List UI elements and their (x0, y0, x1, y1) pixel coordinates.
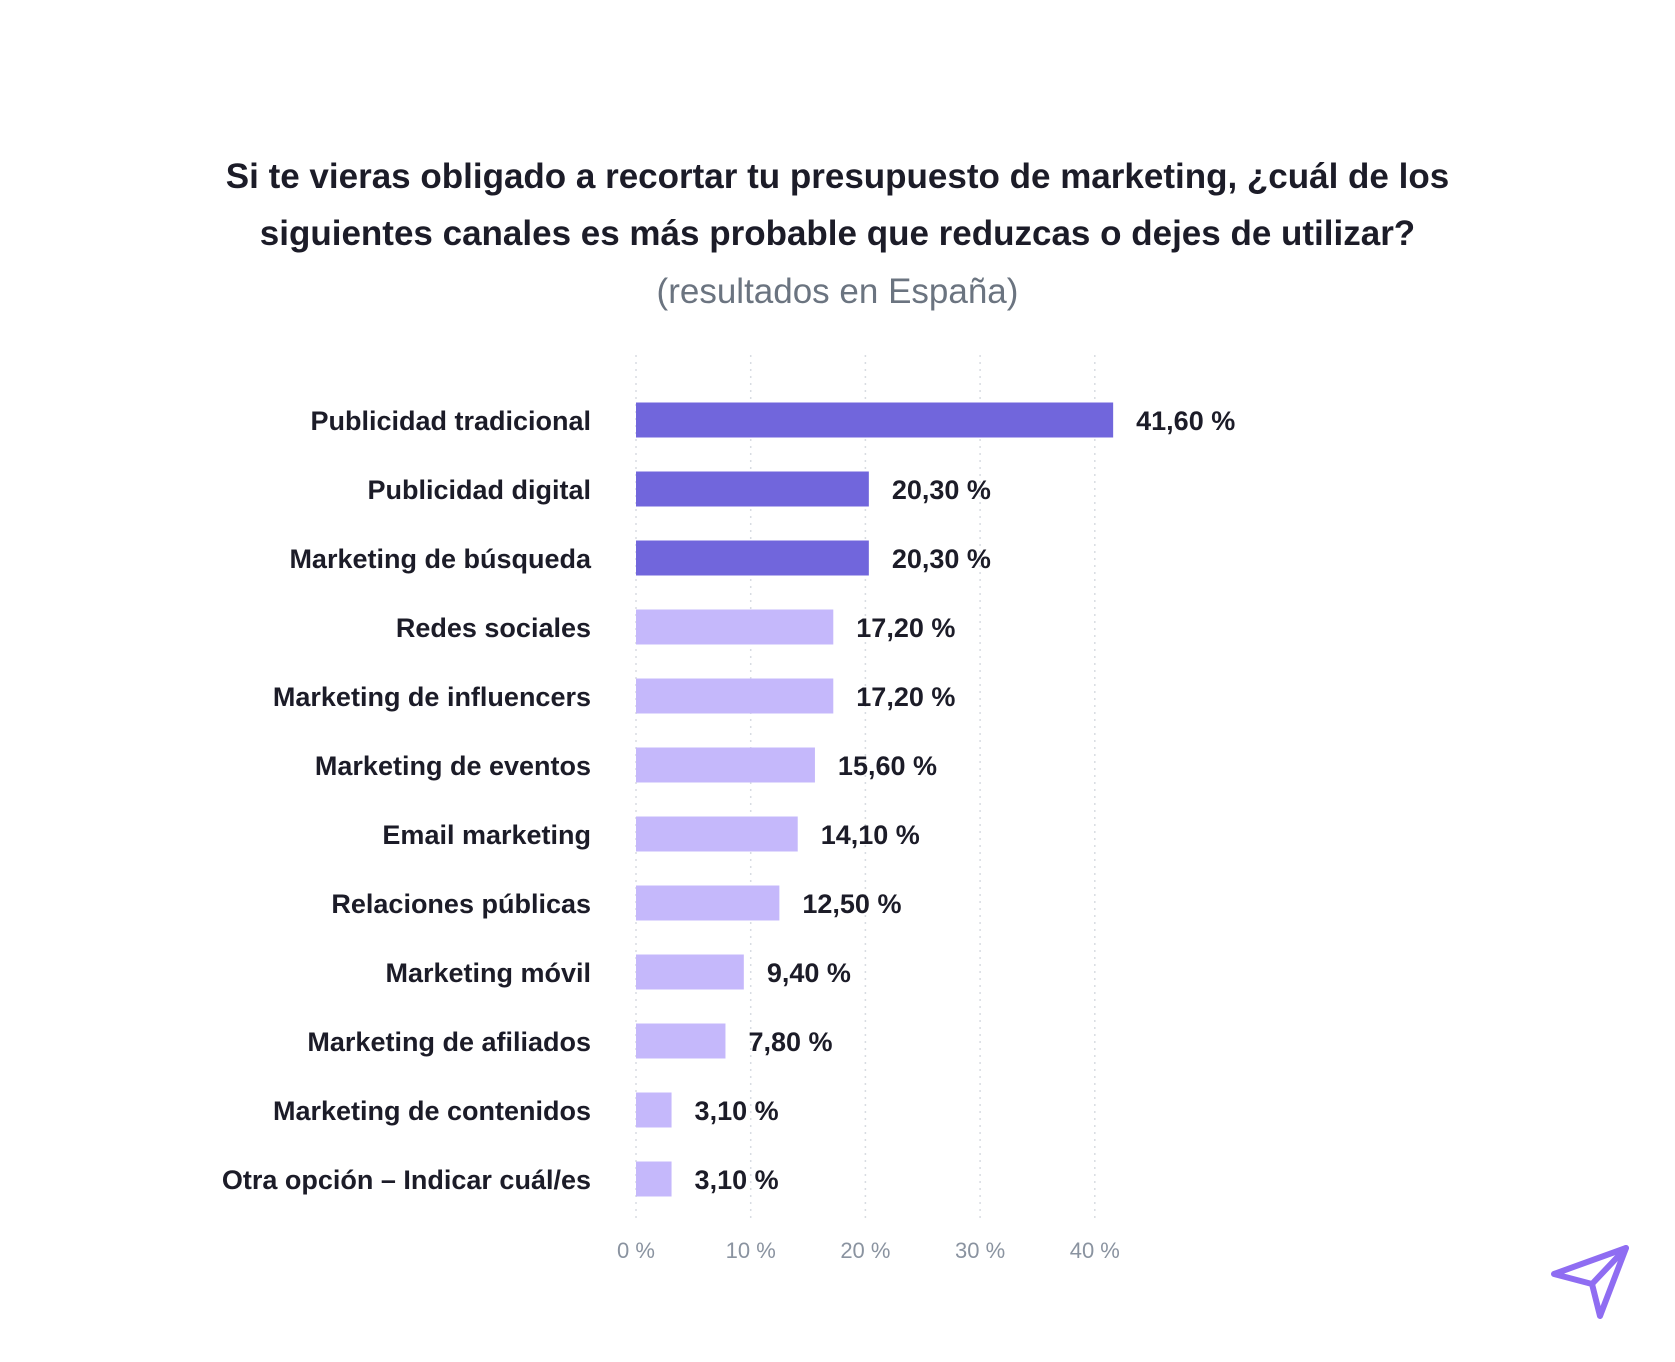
value-label: 20,30 % (892, 475, 991, 505)
bar (636, 678, 834, 714)
value-label: 15,60 % (838, 751, 937, 781)
bar (636, 1161, 672, 1197)
bar (636, 816, 798, 852)
bar (636, 1023, 726, 1059)
bar (636, 471, 869, 507)
x-tick-label: 10 % (726, 1238, 776, 1263)
value-label: 3,10 % (695, 1096, 779, 1126)
chart-title-line-2: siguientes canales es más probable que r… (259, 214, 1416, 253)
value-label: 41,60 % (1136, 406, 1235, 436)
category-label: Marketing de búsqueda (289, 544, 592, 574)
bar (636, 747, 815, 783)
chart-title: Si te vieras obligado a recortar tu pres… (0, 148, 1675, 262)
category-label: Marketing de influencers (273, 682, 591, 712)
x-tick-label: 30 % (955, 1238, 1005, 1263)
category-label: Marketing de contenidos (273, 1096, 591, 1126)
bar (636, 540, 869, 576)
category-label: Otra opción – Indicar cuál/es (222, 1165, 591, 1195)
value-label: 7,80 % (748, 1027, 832, 1057)
category-label: Relaciones públicas (331, 889, 591, 919)
category-label: Email marketing (382, 820, 591, 850)
value-label: 9,40 % (767, 958, 851, 988)
x-tick-label: 20 % (840, 1238, 890, 1263)
paper-plane-icon (1551, 1245, 1629, 1319)
category-label: Redes sociales (396, 613, 591, 643)
value-label: 17,20 % (856, 682, 955, 712)
value-label: 12,50 % (802, 889, 901, 919)
chart-title-line-1: Si te vieras obligado a recortar tu pres… (225, 157, 1450, 196)
chart-subtitle: (resultados en España) (656, 272, 1019, 311)
bar (636, 609, 834, 645)
value-label: 3,10 % (695, 1165, 779, 1195)
category-label: Marketing de afiliados (307, 1027, 591, 1057)
category-label: Marketing móvil (385, 958, 591, 988)
category-label: Marketing de eventos (315, 751, 591, 781)
category-label: Publicidad digital (367, 475, 591, 505)
value-label: 17,20 % (856, 613, 955, 643)
category-label: Publicidad tradicional (310, 406, 591, 436)
bar (636, 954, 744, 990)
bar (636, 885, 780, 921)
value-label: 14,10 % (821, 820, 920, 850)
x-tick-label: 0 % (617, 1238, 655, 1263)
bar (636, 402, 1114, 438)
x-tick-label: 40 % (1070, 1238, 1120, 1263)
value-label: 20,30 % (892, 544, 991, 574)
bar (636, 1092, 672, 1128)
